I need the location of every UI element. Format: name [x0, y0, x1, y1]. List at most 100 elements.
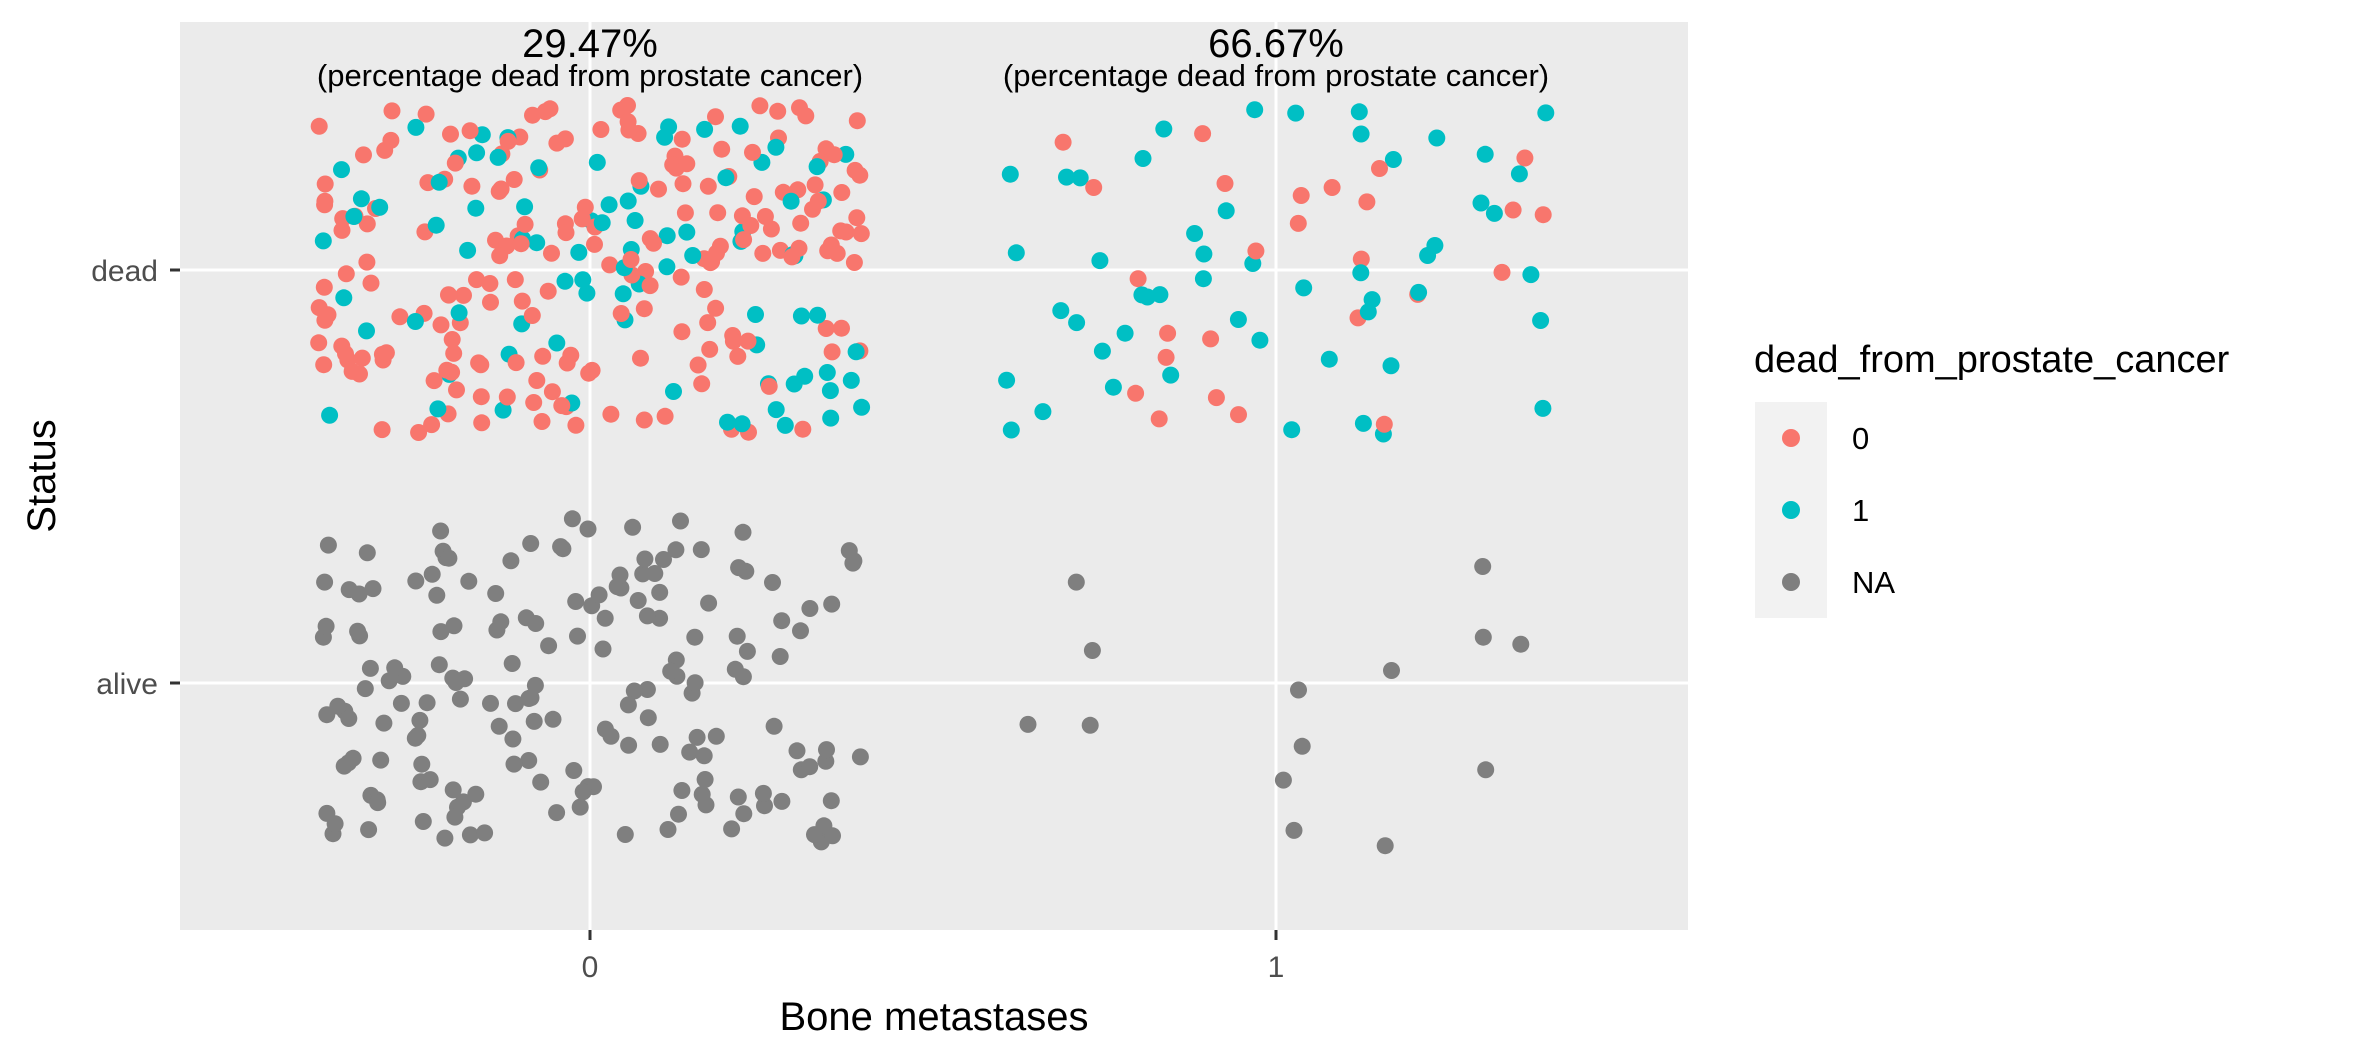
data-point	[692, 541, 710, 559]
data-point	[733, 415, 751, 433]
data-point	[427, 216, 445, 234]
data-point	[809, 192, 827, 210]
data-point	[1382, 357, 1400, 375]
data-point	[612, 305, 630, 322]
data-point	[455, 286, 472, 304]
y-tick-label-dead: dead	[91, 255, 158, 288]
data-point	[548, 334, 566, 352]
data-point	[1290, 681, 1307, 699]
data-point	[769, 102, 787, 120]
data-point	[998, 371, 1016, 389]
data-point	[635, 411, 653, 429]
data-point	[536, 103, 554, 121]
data-point	[329, 697, 347, 715]
data-point	[1133, 286, 1151, 304]
data-point	[574, 271, 592, 289]
data-point	[792, 307, 810, 325]
data-point	[1512, 635, 1530, 653]
data-point	[1358, 193, 1376, 211]
data-point	[376, 141, 394, 159]
data-point	[432, 522, 450, 540]
data-point	[658, 227, 676, 245]
data-point	[1354, 414, 1372, 432]
data-point	[760, 377, 778, 395]
data-point	[410, 424, 428, 441]
data-point	[445, 344, 463, 362]
data-point	[1186, 225, 1204, 242]
data-point	[1195, 245, 1213, 263]
data-point	[1091, 252, 1109, 270]
data-point	[506, 271, 524, 289]
data-point	[662, 662, 680, 680]
data-point	[1371, 160, 1388, 177]
data-point	[343, 362, 361, 380]
data-point	[406, 313, 424, 330]
data-point	[707, 108, 724, 126]
data-point	[744, 143, 761, 161]
data-point	[417, 105, 435, 123]
data-point	[833, 319, 850, 337]
data-point	[840, 542, 858, 560]
data-point	[543, 383, 561, 401]
data-point	[1068, 314, 1086, 332]
data-point	[1007, 244, 1025, 262]
data-point	[821, 382, 839, 400]
data-point	[620, 121, 638, 139]
data-point	[567, 593, 585, 610]
data-point	[767, 138, 785, 156]
data-point	[445, 617, 463, 635]
data-point	[358, 322, 375, 340]
data-point	[472, 388, 490, 406]
data-point	[386, 659, 404, 677]
data-point	[1162, 366, 1180, 384]
data-point	[634, 565, 652, 583]
data-point	[1002, 421, 1020, 439]
data-point	[576, 198, 594, 216]
data-point	[659, 821, 677, 838]
data-point	[588, 153, 606, 171]
data-point	[1071, 169, 1089, 187]
legend: dead_from_prostate_cancer 0 1 NA	[1754, 339, 2230, 618]
data-point	[601, 256, 619, 274]
data-point	[482, 694, 499, 712]
data-point	[809, 306, 827, 324]
data-point	[321, 406, 339, 424]
y-tick-label-alive: alive	[96, 668, 158, 701]
data-point	[358, 253, 376, 271]
data-point	[534, 347, 552, 365]
data-point	[756, 208, 774, 225]
data-point	[317, 617, 335, 635]
data-point	[567, 416, 585, 434]
data-point	[1159, 324, 1177, 342]
data-point	[310, 117, 328, 135]
data-point	[818, 364, 836, 381]
data-point	[801, 758, 819, 776]
data-point	[473, 414, 491, 432]
data-point	[1534, 206, 1552, 224]
data-point	[443, 363, 461, 381]
data-point	[579, 520, 597, 538]
data-point	[353, 349, 371, 367]
data-point	[481, 275, 499, 292]
data-point	[557, 224, 575, 242]
data-point	[530, 159, 548, 177]
data-point	[451, 690, 469, 708]
data-point	[586, 235, 603, 253]
data-point	[440, 549, 458, 567]
data-point	[797, 107, 815, 125]
data-point	[699, 177, 717, 195]
data-point	[411, 711, 429, 729]
data-point	[1116, 324, 1134, 342]
data-point	[672, 268, 690, 286]
data-point	[655, 551, 672, 568]
data-point	[1295, 279, 1313, 297]
data-point	[728, 627, 746, 645]
data-point	[507, 354, 525, 372]
data-point	[697, 796, 715, 814]
data-point	[369, 794, 387, 812]
data-point	[310, 334, 328, 352]
data-point	[1217, 202, 1235, 220]
data-point	[1104, 378, 1122, 396]
data-point	[430, 173, 448, 191]
data-point	[596, 609, 614, 627]
